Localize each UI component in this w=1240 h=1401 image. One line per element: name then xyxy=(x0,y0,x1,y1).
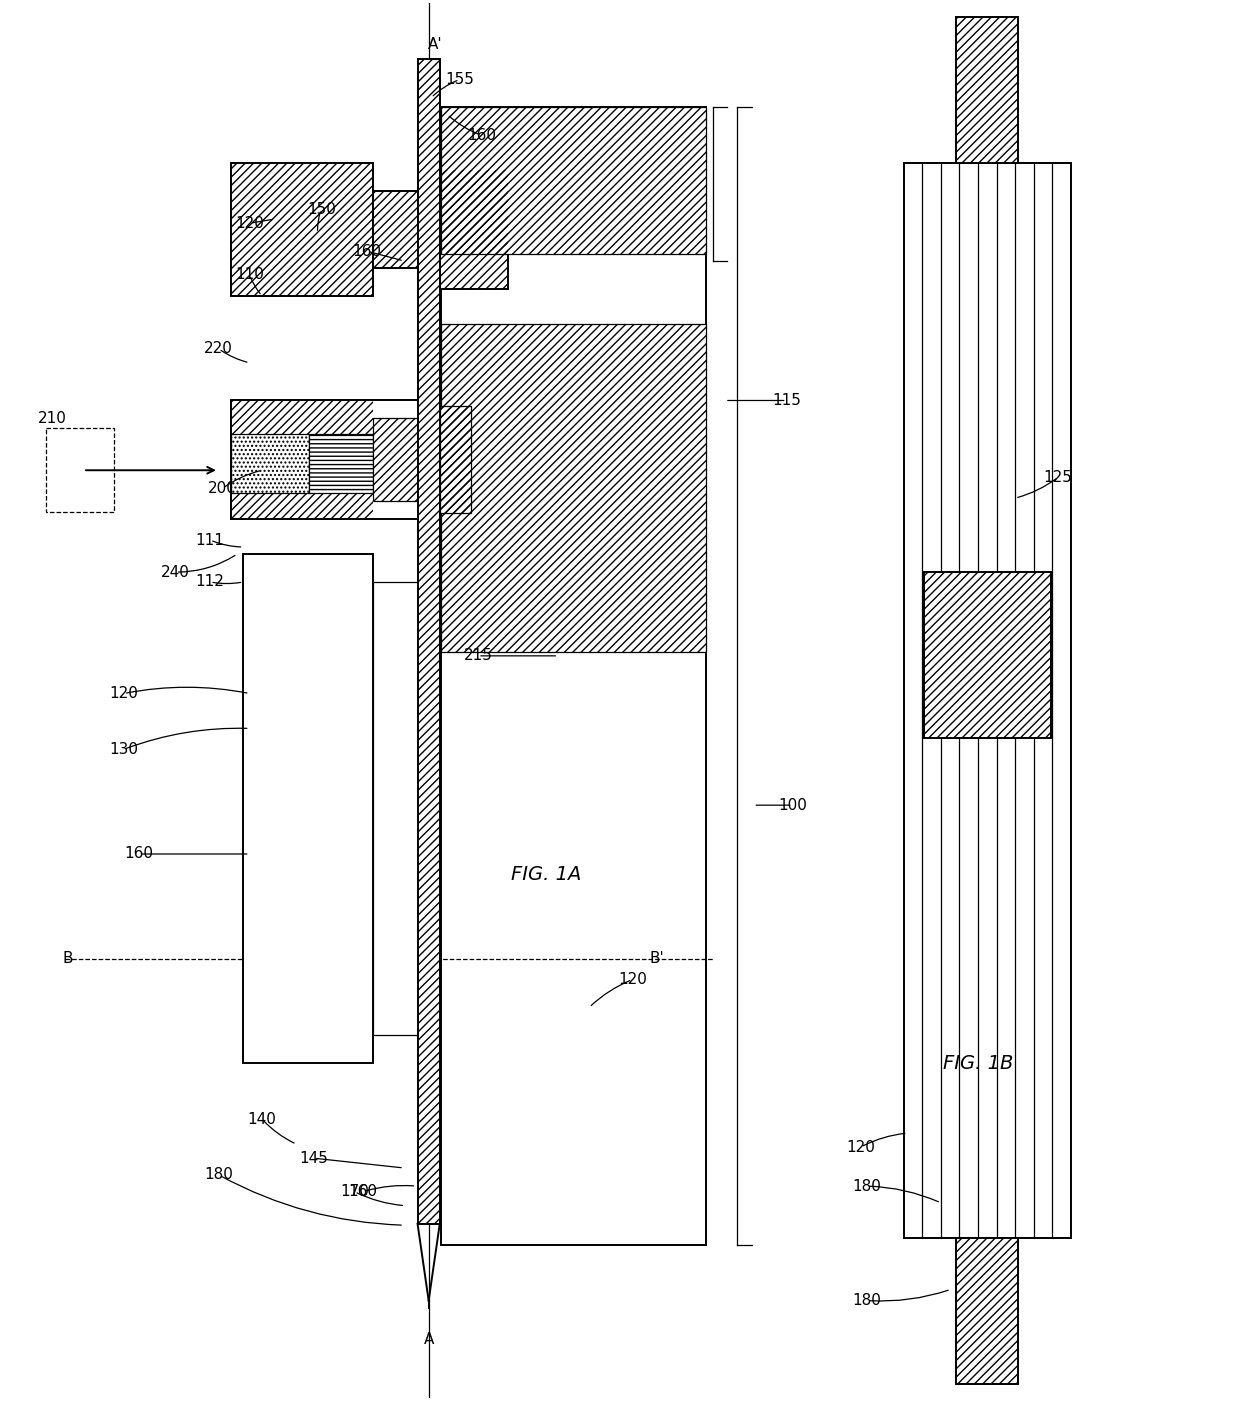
Text: 160: 160 xyxy=(348,1184,378,1199)
Text: 112: 112 xyxy=(196,574,224,590)
Bar xyxy=(373,419,418,502)
Text: 115: 115 xyxy=(773,392,801,408)
Text: 120: 120 xyxy=(846,1139,875,1154)
Text: 180: 180 xyxy=(852,1293,882,1309)
Bar xyxy=(309,434,373,493)
Bar xyxy=(373,191,418,268)
Text: FIG. 1B: FIG. 1B xyxy=(942,1054,1013,1073)
Bar xyxy=(440,171,507,289)
Text: 111: 111 xyxy=(196,532,224,548)
Bar xyxy=(441,108,707,254)
Bar xyxy=(231,164,373,296)
Bar xyxy=(956,17,1018,164)
Bar xyxy=(956,1237,1018,1384)
Bar xyxy=(441,108,707,254)
Bar xyxy=(309,434,373,493)
Bar xyxy=(231,401,443,520)
Text: 120: 120 xyxy=(236,216,264,231)
Text: 240: 240 xyxy=(161,565,190,580)
Text: 150: 150 xyxy=(306,202,336,217)
Text: 160: 160 xyxy=(124,846,153,862)
Text: 140: 140 xyxy=(248,1111,277,1126)
Text: A': A' xyxy=(428,38,443,52)
Text: 170: 170 xyxy=(340,1184,370,1199)
Bar xyxy=(231,164,373,296)
Text: 125: 125 xyxy=(1044,469,1073,485)
Text: B: B xyxy=(62,951,72,967)
Text: 120: 120 xyxy=(618,972,647,988)
Bar xyxy=(441,324,707,651)
Bar xyxy=(231,434,309,493)
Bar xyxy=(441,108,707,1244)
Bar xyxy=(231,401,373,434)
Bar xyxy=(904,164,1070,1237)
Bar xyxy=(243,553,373,1063)
Bar xyxy=(441,324,707,651)
Bar xyxy=(440,406,471,513)
Text: 160: 160 xyxy=(467,127,496,143)
Text: 160: 160 xyxy=(352,244,382,259)
Bar xyxy=(46,429,114,513)
Bar xyxy=(956,1237,1018,1384)
Bar xyxy=(373,419,418,502)
Bar xyxy=(418,59,440,1224)
Text: 155: 155 xyxy=(445,71,474,87)
Text: FIG. 1A: FIG. 1A xyxy=(511,866,582,884)
Text: 100: 100 xyxy=(779,797,807,813)
Text: 180: 180 xyxy=(205,1167,233,1182)
Bar xyxy=(924,572,1050,738)
Bar xyxy=(231,434,309,493)
Text: 200: 200 xyxy=(208,481,237,496)
Text: 220: 220 xyxy=(205,342,233,356)
Bar xyxy=(373,581,418,1035)
Bar xyxy=(924,572,1050,738)
Text: 210: 210 xyxy=(37,410,67,426)
Bar xyxy=(231,493,373,520)
Text: A: A xyxy=(424,1332,434,1348)
Text: B': B' xyxy=(650,951,665,967)
Bar xyxy=(440,406,471,513)
Text: 120: 120 xyxy=(109,686,138,700)
Bar xyxy=(440,171,507,289)
Text: 110: 110 xyxy=(236,268,264,283)
Text: 180: 180 xyxy=(852,1178,882,1194)
Text: 215: 215 xyxy=(464,649,492,663)
Bar xyxy=(956,17,1018,164)
Text: 130: 130 xyxy=(109,743,138,757)
Bar xyxy=(373,191,418,268)
Text: 145: 145 xyxy=(299,1150,329,1166)
Bar xyxy=(418,59,440,1224)
